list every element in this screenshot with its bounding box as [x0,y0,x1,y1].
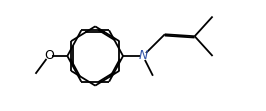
Text: N: N [138,50,148,62]
Text: O: O [44,50,54,62]
